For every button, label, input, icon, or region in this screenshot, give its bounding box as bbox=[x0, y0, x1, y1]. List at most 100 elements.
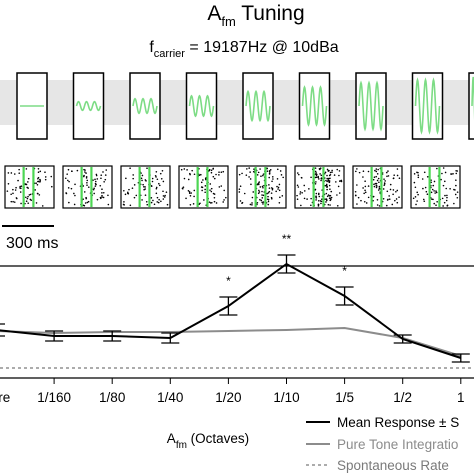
raster-spike bbox=[25, 183, 28, 186]
raster-spike bbox=[223, 189, 225, 192]
raster-spike bbox=[328, 169, 330, 172]
raster-spike bbox=[432, 184, 435, 187]
raster-spike bbox=[443, 201, 446, 204]
raster-spike bbox=[296, 184, 299, 187]
raster-spike bbox=[12, 200, 14, 203]
raster-spike bbox=[268, 187, 271, 189]
raster-spike bbox=[223, 199, 225, 201]
raster-spike bbox=[446, 204, 449, 207]
raster-spike bbox=[330, 190, 333, 193]
raster-spike bbox=[104, 174, 107, 176]
raster-spike bbox=[299, 191, 302, 193]
raster-spike bbox=[19, 187, 21, 189]
raster-spike bbox=[444, 171, 447, 174]
raster-spike bbox=[180, 168, 183, 171]
raster-spike bbox=[34, 189, 37, 191]
raster-panel bbox=[62, 165, 113, 209]
raster-spike bbox=[141, 199, 143, 201]
raster-spike bbox=[417, 193, 419, 196]
raster-spike bbox=[85, 172, 87, 174]
raster-spike bbox=[160, 200, 162, 203]
raster-spike bbox=[355, 170, 357, 173]
raster-spike bbox=[141, 174, 144, 177]
raster-spike bbox=[245, 174, 248, 176]
raster-spike bbox=[257, 171, 260, 174]
raster-spike bbox=[443, 180, 446, 183]
raster-spike bbox=[268, 190, 271, 193]
raster-spike bbox=[212, 167, 215, 170]
raster-spike bbox=[282, 176, 284, 179]
raster-spike bbox=[41, 205, 44, 207]
stimulus-waveform bbox=[358, 80, 384, 132]
raster-spike bbox=[363, 192, 365, 195]
raster-spike bbox=[259, 168, 261, 170]
raster-spike bbox=[315, 197, 318, 199]
raster-spike bbox=[188, 192, 191, 195]
raster-spike bbox=[336, 168, 339, 171]
raster-spike bbox=[445, 199, 448, 202]
raster-spike bbox=[270, 196, 273, 199]
raster-spike bbox=[422, 187, 424, 190]
raster-spike bbox=[262, 173, 265, 175]
raster-spike bbox=[203, 199, 205, 201]
raster-spike bbox=[107, 194, 109, 197]
stimulus-waveform bbox=[132, 97, 158, 115]
raster-spike bbox=[101, 188, 103, 191]
raster-spike bbox=[13, 173, 16, 175]
raster-spike bbox=[364, 185, 367, 188]
raster-spike bbox=[296, 194, 298, 197]
raster-spike bbox=[333, 174, 336, 176]
raster-spike bbox=[445, 187, 448, 190]
raster-spike bbox=[129, 167, 131, 170]
raster-spike bbox=[303, 197, 306, 200]
raster-spike bbox=[314, 188, 317, 191]
raster-spike bbox=[85, 175, 88, 178]
raster-spike bbox=[338, 174, 340, 177]
raster-panel bbox=[178, 165, 229, 209]
raster-spike bbox=[431, 198, 433, 200]
raster-spike bbox=[100, 174, 103, 176]
raster-spike bbox=[39, 181, 41, 183]
raster-spike bbox=[27, 187, 29, 189]
legend: Mean Response ± S Pure Tone Integratio S… bbox=[306, 415, 459, 473]
raster-spike bbox=[269, 168, 272, 171]
raster-spike bbox=[260, 175, 262, 178]
raster-spike bbox=[128, 188, 130, 191]
raster-spike bbox=[248, 167, 251, 169]
raster-spike bbox=[181, 187, 184, 190]
raster-spike bbox=[356, 203, 358, 205]
raster-spike bbox=[210, 187, 213, 190]
raster-spike bbox=[209, 189, 211, 191]
raster-spike bbox=[392, 177, 395, 180]
raster-spike bbox=[123, 201, 125, 203]
carrier-subtitle: fcarrier = 19187Hz @ 10dBa bbox=[149, 39, 338, 60]
raster-spike bbox=[84, 169, 86, 171]
raster-spike bbox=[92, 188, 95, 191]
raster-spike bbox=[279, 170, 282, 172]
raster-spike bbox=[158, 184, 161, 187]
raster-spike bbox=[225, 196, 227, 199]
raster-spike bbox=[330, 198, 332, 201]
raster-spike bbox=[385, 171, 388, 174]
raster-spike bbox=[258, 191, 261, 193]
raster-spike bbox=[155, 186, 158, 189]
raster-spike bbox=[101, 194, 103, 197]
raster-spike bbox=[325, 201, 327, 203]
raster-spike bbox=[87, 186, 90, 188]
raster-spike bbox=[193, 189, 196, 192]
raster-spike bbox=[266, 170, 269, 172]
raster-spike bbox=[363, 200, 366, 203]
raster-spike bbox=[83, 191, 86, 193]
raster-spike bbox=[262, 174, 264, 177]
raster-spike bbox=[262, 201, 265, 203]
raster-spike bbox=[452, 172, 454, 175]
raster-spike bbox=[146, 203, 149, 206]
raster-spike bbox=[394, 199, 396, 202]
raster-spike bbox=[16, 197, 18, 200]
raster-spike bbox=[328, 197, 331, 200]
raster-spike bbox=[436, 200, 438, 203]
raster-spike bbox=[328, 184, 331, 187]
raster-spike bbox=[433, 190, 435, 192]
raster-spike bbox=[220, 171, 223, 174]
raster-spike bbox=[317, 199, 320, 202]
